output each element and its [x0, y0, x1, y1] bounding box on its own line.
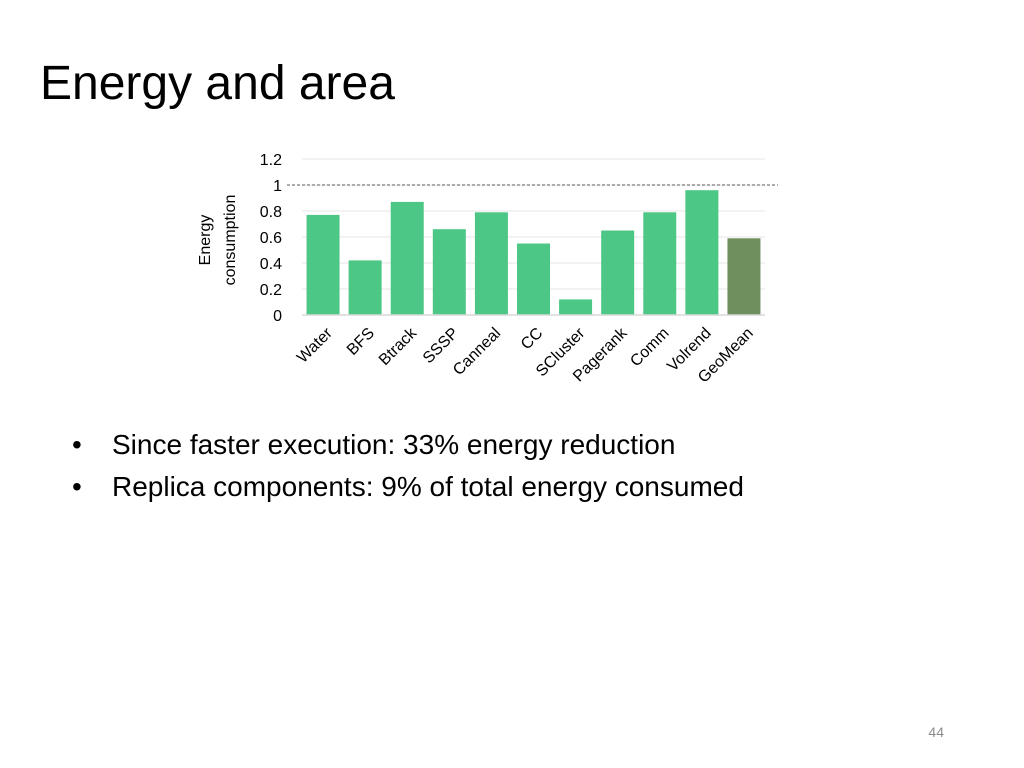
bar	[432, 229, 466, 315]
bar	[306, 214, 340, 315]
bullet-item: • Since faster execution: 33% energy red…	[72, 424, 744, 466]
y-tick-label: 0.4	[260, 256, 282, 273]
page-number: 44	[928, 724, 944, 740]
y-tick-label: 0.6	[260, 230, 282, 247]
bullet-text: Since faster execution: 33% energy reduc…	[112, 429, 676, 460]
y-axis-title-line: Energy	[197, 215, 214, 266]
bar	[643, 212, 677, 315]
y-axis-title-line: consumption	[222, 195, 239, 286]
bullet-glyph: •	[72, 471, 82, 502]
bullet-text: Replica components: 9% of total energy c…	[112, 471, 744, 502]
bullet-list: • Since faster execution: 33% energy red…	[72, 424, 744, 508]
y-tick-label: 1	[273, 178, 282, 195]
bar	[685, 190, 719, 315]
bar	[474, 212, 508, 315]
slide-title: Energy and area	[40, 57, 395, 110]
bullet-glyph: •	[72, 429, 82, 460]
bullet-item: • Replica components: 9% of total energy…	[72, 466, 744, 508]
bar	[348, 260, 382, 315]
bar	[559, 299, 593, 315]
y-tick-label: 0	[273, 308, 282, 325]
x-tick-label: Btrack	[376, 324, 421, 369]
x-tick-label: CC	[518, 325, 546, 353]
x-tick-label: Water	[294, 324, 336, 366]
y-tick-label: 0.2	[260, 282, 282, 299]
y-tick-label: 0.8	[260, 204, 282, 221]
bar	[390, 201, 424, 315]
bar	[601, 230, 635, 315]
bar	[517, 243, 550, 315]
x-tick-label: BFS	[344, 325, 378, 359]
bar	[727, 238, 761, 315]
y-tick-label: 1.2	[260, 152, 282, 169]
y-axis-title: Energy consumption	[197, 195, 239, 286]
